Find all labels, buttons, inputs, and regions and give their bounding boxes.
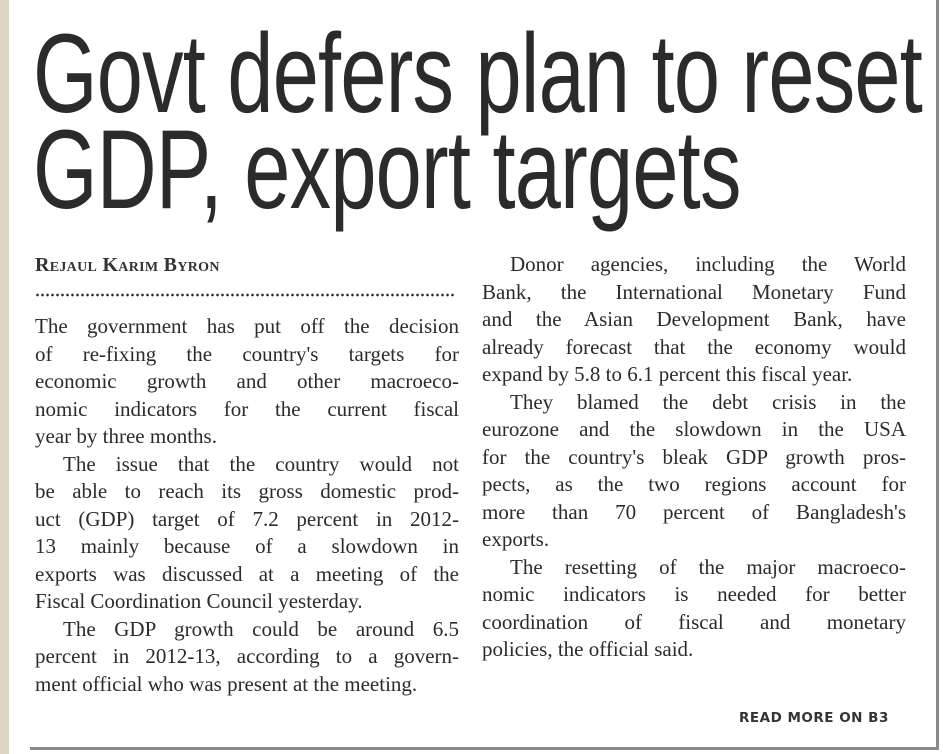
- byline: Rejaul Karim Byron: [35, 254, 220, 276]
- text-line: The GDP growth could be around 6.5: [63, 616, 459, 641]
- right-column: Donor agencies, including the World Bank,…: [482, 251, 906, 664]
- paragraph: The resetting of the major macroeco-nomi…: [482, 554, 906, 664]
- text-line: uct (GDP) target of 7.2 percent in 2012-: [35, 506, 459, 531]
- text-line: 13 mainly because of a slowdown in: [35, 534, 459, 558]
- text-line: eurozone and the slowdown in the USA: [482, 417, 906, 441]
- text-line: The issue that the country would not: [63, 451, 459, 476]
- text-line: pects, as the two regions account for: [482, 472, 906, 496]
- left-column: The government has put off the decision o…: [35, 313, 459, 698]
- paragraph: The government has put off the decision o…: [35, 313, 459, 451]
- text-line: They blamed the debt crisis in the: [510, 389, 906, 414]
- frame-border-right: [936, 0, 939, 750]
- read-more-link[interactable]: READ MORE ON B3: [739, 710, 889, 726]
- text-line: economic growth and other macroeco-: [35, 369, 459, 393]
- frame-border-bottom: [30, 747, 939, 750]
- text-line: of re-fixing the country's targets for: [35, 341, 459, 366]
- text-line: percent in 2012-13, according to a gover…: [35, 644, 459, 668]
- text-line: more than 70 percent of Bangladesh's: [482, 499, 906, 524]
- text-line: The resetting of the major macroeco-: [510, 554, 906, 579]
- page-edge: [0, 0, 9, 754]
- text-line: The government has put off the decision: [35, 314, 459, 338]
- paragraph: The issue that the country would not be a…: [35, 451, 459, 616]
- text-line: Bank, the International Monetary Fund: [482, 279, 906, 304]
- headline-line-2: GDP, export targets: [33, 107, 741, 232]
- text-line: for the country's bleak GDP growth pros-: [482, 444, 906, 469]
- text-line: year by three months.: [35, 424, 217, 448]
- text-line: and the Asian Development Bank, have: [482, 307, 906, 331]
- text-line: exports was discussed at a meeting of th…: [35, 561, 459, 586]
- headline-line-1: Govt defers plan to reset: [33, 11, 923, 136]
- text-line: nomic indicators is needed for better: [482, 582, 906, 606]
- text-line: be able to reach its gross domestic prod…: [35, 479, 459, 503]
- paragraph: They blamed the debt crisis in the eurozo…: [482, 389, 906, 554]
- text-line: ment official who was present at the mee…: [35, 671, 418, 696]
- text-line: expand by 5.8 to 6.1 percent this fiscal…: [482, 362, 853, 386]
- text-line: policies, the official said.: [482, 637, 694, 661]
- paragraph: The GDP growth could be around 6.5 percen…: [35, 616, 459, 699]
- text-line: already forecast that the economy would: [482, 334, 906, 359]
- dotted-divider: [35, 292, 455, 298]
- text-line: coordination of fiscal and monetary: [482, 609, 906, 634]
- text-line: nomic indicators for the current fiscal: [35, 396, 459, 421]
- text-line: Donor agencies, including the World: [510, 252, 906, 276]
- text-line: Fiscal Coordination Council yesterday.: [35, 589, 363, 613]
- text-line: exports.: [482, 527, 550, 551]
- paragraph: Donor agencies, including the World Bank,…: [482, 251, 906, 389]
